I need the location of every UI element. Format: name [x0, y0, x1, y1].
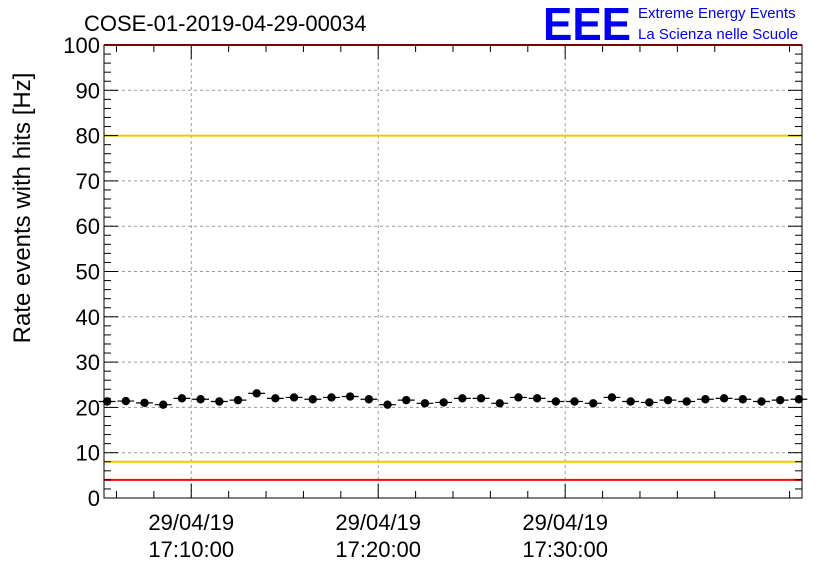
data-point [140, 398, 149, 408]
data-point [757, 397, 766, 406]
data-point [177, 394, 187, 403]
data-point [570, 397, 579, 406]
grid [104, 45, 802, 498]
y-tick-label: 60 [76, 214, 100, 239]
data-point [439, 398, 448, 407]
data-point [738, 395, 747, 404]
data-point [345, 392, 355, 401]
logo-mark: EEE [543, 0, 631, 50]
y-axis-label: Rate events with hits [Hz] [9, 73, 36, 344]
x-tick-date: 29/04/19 [522, 510, 608, 535]
data-point [719, 394, 729, 403]
data-point [775, 395, 785, 405]
y-tick-label: 50 [76, 260, 100, 285]
data-point [458, 394, 467, 403]
data-point [364, 395, 374, 404]
data-point [551, 397, 561, 406]
y-tick-label: 20 [76, 395, 100, 420]
data-point [215, 397, 224, 406]
data-point [233, 395, 243, 405]
y-tick-labels: 0 10 20 30 40 50 60 70 80 90 100 [63, 33, 100, 511]
y-tick-label: 70 [76, 169, 100, 194]
data-point [626, 397, 635, 406]
data-point [102, 397, 112, 406]
data-point [794, 395, 804, 404]
data-point [159, 400, 168, 409]
x-tick-time: 17:30:00 [522, 537, 608, 562]
x-tick-labels: 29/04/1917:10:0029/04/1917:20:0029/04/19… [148, 510, 608, 562]
data-point [289, 393, 299, 402]
y-tick-label: 0 [88, 486, 100, 511]
x-tick-date: 29/04/19 [148, 510, 234, 535]
data-point [514, 393, 523, 402]
data-point [701, 395, 710, 404]
y-tick-label: 90 [76, 78, 100, 103]
x-tick-date: 29/04/19 [335, 510, 421, 535]
data-point [121, 396, 131, 406]
data-point [682, 397, 691, 406]
data-point [196, 395, 205, 404]
logo-line1: Extreme Energy Events [638, 5, 796, 22]
data-point [271, 394, 280, 403]
data-point [308, 395, 317, 404]
reference-lines [104, 44, 802, 481]
x-tick-time: 17:10:00 [148, 537, 234, 562]
data-point [589, 399, 598, 408]
data-point [420, 399, 430, 408]
data-point [402, 395, 411, 405]
y-tick-label: 40 [76, 305, 100, 330]
y-tick-label: 80 [76, 124, 100, 149]
data-point [252, 389, 261, 398]
data-point [645, 398, 654, 407]
data-point [663, 395, 673, 405]
chart-title: COSE-01-2019-04-29-00034 [84, 11, 367, 36]
y-tick-label: 100 [63, 33, 100, 58]
eee-logo: EEE Extreme Energy Events La Scienza nel… [543, 0, 798, 50]
y-tick-label: 30 [76, 350, 100, 375]
data-point [327, 393, 336, 402]
logo-line2: La Scienza nelle Scuole [638, 26, 798, 43]
data-point [607, 393, 617, 402]
axis-ticks [104, 44, 802, 499]
y-tick-label: 10 [76, 441, 100, 466]
x-tick-time: 17:20:00 [335, 537, 421, 562]
data-points [98, 389, 808, 409]
data-point [383, 400, 392, 409]
data-point [476, 394, 486, 403]
data-point [532, 394, 542, 403]
data-point [495, 399, 504, 408]
